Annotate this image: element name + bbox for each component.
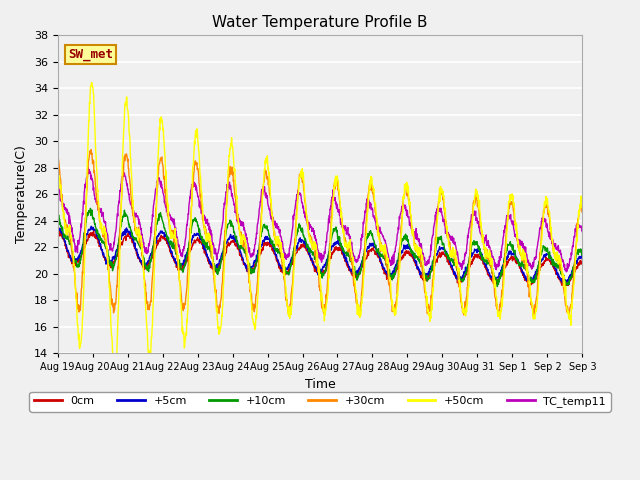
Y-axis label: Temperature(C): Temperature(C)	[15, 145, 28, 243]
Title: Water Temperature Profile B: Water Temperature Profile B	[212, 15, 428, 30]
Legend: 0cm, +5cm, +10cm, +30cm, +50cm, TC_temp11: 0cm, +5cm, +10cm, +30cm, +50cm, TC_temp1…	[29, 392, 611, 411]
Text: SW_met: SW_met	[68, 48, 113, 61]
X-axis label: Time: Time	[305, 378, 335, 391]
